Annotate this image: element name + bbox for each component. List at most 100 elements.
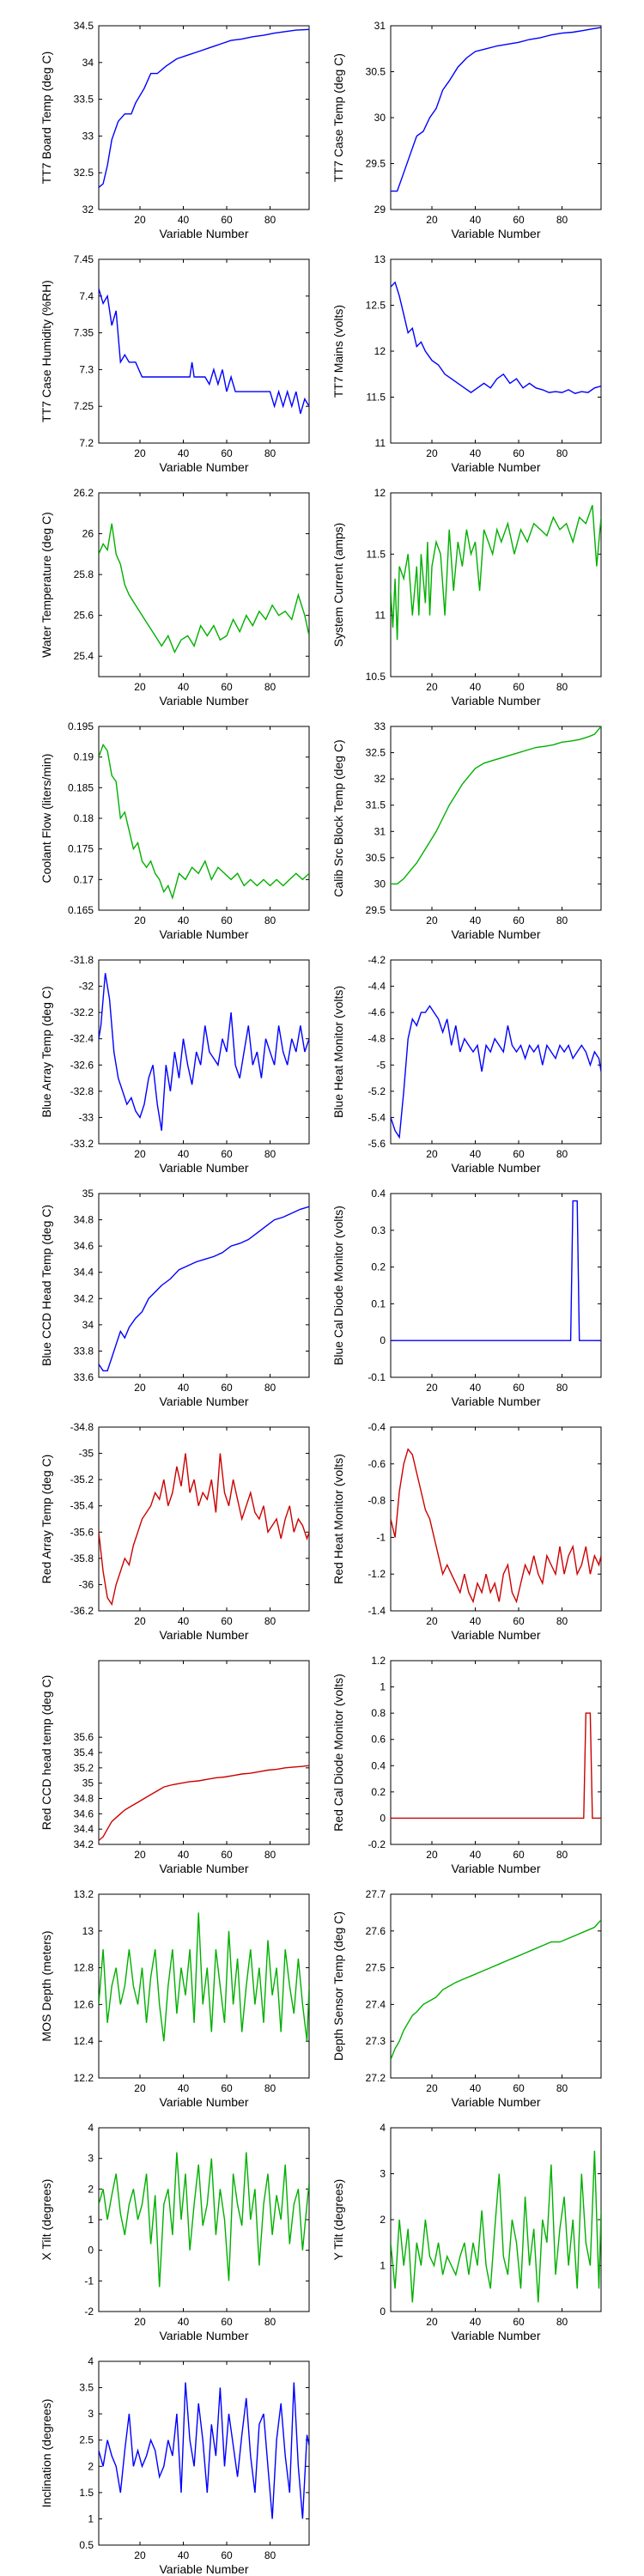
- x-axis-label: Variable Number: [159, 2329, 248, 2342]
- y-tick-label: 31: [374, 825, 386, 837]
- series-line: [391, 1919, 601, 2060]
- plot-frame: [98, 492, 310, 677]
- y-axis-label: Red CCD head temp (deg C): [39, 1675, 53, 1831]
- y-tick-label: 32.5: [74, 167, 94, 179]
- x-axis-label: Variable Number: [451, 227, 540, 240]
- chart-1: 32 32.5 33 33.5 34 34.5 20 40 60 80 Variable Numbe…: [39, 20, 310, 240]
- x-tick-label: 60: [221, 1615, 233, 1627]
- x-tick-label: 60: [221, 1849, 233, 1861]
- x-tick-label: 20: [134, 214, 146, 226]
- chart-12: -0.1 0 0.1 0.2 0.3 0.4 20 40 60 80 Variable Number…: [331, 1188, 602, 1408]
- chart-19: -2 -1 0 1 2 3 4 20 40 60 80 Variable Number X Tilt (…: [39, 2122, 310, 2342]
- y-tick-label: 12.4: [74, 2035, 94, 2047]
- x-axis-label: Variable Number: [159, 2095, 248, 2109]
- y-tick-label: 7.25: [74, 400, 94, 412]
- series-line: [99, 1453, 309, 1607]
- series-line: [391, 27, 601, 192]
- y-tick-label: 13: [374, 253, 386, 265]
- y-tick-label: 32: [374, 773, 386, 785]
- plot-frame: [390, 1426, 602, 1612]
- x-tick-label: 60: [221, 1382, 233, 1394]
- x-tick-label: 60: [221, 2082, 233, 2094]
- y-tick-label: 27.7: [366, 1888, 386, 1900]
- y-tick-label: 0.2: [371, 1786, 386, 1798]
- chart-8: 29.5 30 30.5 31 31.5 32 32.5 33 20 40 60 80 Variable…: [331, 720, 602, 941]
- x-tick-label: 20: [426, 1148, 438, 1160]
- y-axis-label: TT7 Case Temp (deg C): [331, 53, 345, 182]
- y-tick-label: 27.3: [366, 2035, 386, 2047]
- y-tick-label: 30.5: [366, 852, 386, 864]
- x-tick-label: 60: [221, 681, 233, 693]
- plot-frame: [98, 726, 310, 911]
- x-tick-label: 80: [264, 681, 276, 693]
- x-tick-label: 40: [470, 914, 482, 927]
- y-axis-label: Calib Src Block Temp (deg C): [331, 739, 345, 896]
- plot-frame: [98, 258, 310, 444]
- x-tick-label: 20: [426, 447, 438, 459]
- series-line: [99, 743, 309, 901]
- series-line: [99, 1206, 309, 1372]
- y-tick-label: -0.4: [368, 1421, 386, 1433]
- series-line: [99, 2382, 309, 2519]
- series-line: [391, 1712, 601, 1820]
- chart-16: -0.2 0 0.2 0.4 0.6 0.8 1 1.2 20 40 60 80 Variable Nu…: [331, 1655, 602, 1875]
- y-axis-label: Red Heat Monitor (volts): [331, 1454, 345, 1584]
- y-tick-label: 0.3: [371, 1224, 386, 1236]
- x-tick-label: 80: [556, 2316, 568, 2328]
- chart-17: 12.2 12.4 12.6 12.8 13 13.2 20 40 60 80 Variable N…: [39, 1888, 310, 2109]
- x-tick-label: 20: [134, 914, 146, 927]
- y-tick-label: -5: [376, 1059, 386, 1071]
- y-axis-label: Red Cal Diode Monitor (volts): [331, 1674, 345, 1832]
- y-tick-label: 29.5: [366, 158, 386, 170]
- x-tick-label: 20: [134, 1615, 146, 1627]
- y-tick-label: 2: [88, 2460, 94, 2472]
- x-tick-label: 20: [426, 1849, 438, 1861]
- x-axis-label: Variable Number: [451, 1862, 540, 1875]
- plot-frame: [98, 959, 310, 1145]
- y-tick-label: 27.2: [366, 2072, 386, 2084]
- y-tick-label: 27.6: [366, 1925, 386, 1937]
- x-tick-label: 60: [513, 914, 525, 927]
- y-tick-label: 11: [375, 437, 386, 449]
- y-tick-label: -1: [84, 2275, 94, 2287]
- x-tick-label: 80: [264, 1615, 276, 1627]
- x-tick-label: 60: [513, 2316, 525, 2328]
- chart-10: -5.6 -5.4 -5.2 -5 -4.8 -4.6 -4.4 -4.2 20 40 60 80 Va…: [331, 954, 602, 1175]
- series-line: [99, 28, 309, 188]
- x-tick-label: 60: [513, 1615, 525, 1627]
- x-tick-label: 40: [178, 447, 190, 459]
- x-tick-label: 40: [470, 1382, 482, 1394]
- y-tick-label: 1: [380, 2260, 386, 2272]
- y-tick-label: 0.4: [371, 1188, 386, 1200]
- x-tick-label: 40: [178, 1382, 190, 1394]
- y-axis-label: Red Array Temp (deg C): [39, 1455, 53, 1584]
- y-axis-label: MOS Depth (meters): [39, 1930, 53, 2041]
- y-axis-label: System Current (amps): [331, 523, 345, 647]
- y-tick-label: 33.5: [74, 94, 94, 106]
- plot-frame: [390, 492, 602, 677]
- x-axis-label: Variable Number: [159, 460, 248, 474]
- x-tick-label: 40: [470, 2316, 482, 2328]
- chart-6: 10.5 11 11.5 12 20 40 60 80 Variable Number Syste…: [331, 487, 602, 708]
- series-line: [391, 281, 601, 394]
- y-tick-label: 0.5: [79, 2539, 94, 2551]
- y-tick-label: -35: [79, 1448, 94, 1460]
- y-tick-label: 29.5: [366, 904, 386, 916]
- x-tick-label: 40: [178, 1849, 190, 1861]
- x-tick-label: 60: [513, 681, 525, 693]
- y-tick-label: 13: [82, 1925, 94, 1937]
- series-line: [99, 1912, 309, 2042]
- y-tick-label: 12: [374, 345, 386, 357]
- series-line: [99, 523, 309, 654]
- series-line: [391, 1005, 601, 1139]
- y-tick-label: 2.5: [79, 2434, 94, 2446]
- y-tick-label: 34.2: [74, 1838, 94, 1850]
- y-tick-label: 4: [88, 2355, 94, 2367]
- chart-18: 27.2 27.3 27.4 27.5 27.6 27.7 20 40 60 80 Variable…: [331, 1888, 602, 2109]
- x-tick-label: 60: [221, 2549, 233, 2561]
- y-tick-label: 25.6: [74, 610, 94, 622]
- plot-frame: [98, 1193, 310, 1378]
- y-tick-label: 32: [82, 204, 94, 216]
- y-axis-label: Blue Cal Diode Monitor (volts): [331, 1206, 345, 1365]
- y-tick-label: 27.4: [366, 1998, 386, 2010]
